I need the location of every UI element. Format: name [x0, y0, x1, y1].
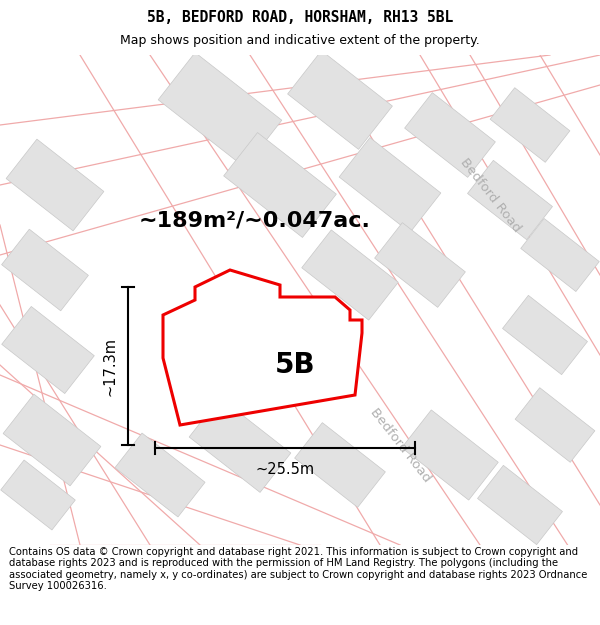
Polygon shape — [490, 88, 570, 162]
Polygon shape — [3, 394, 101, 486]
Text: ~25.5m: ~25.5m — [256, 462, 314, 477]
Text: 5B: 5B — [275, 351, 316, 379]
Text: Bedford Road: Bedford Road — [457, 156, 523, 234]
Polygon shape — [503, 296, 587, 374]
Polygon shape — [404, 92, 496, 178]
Polygon shape — [302, 230, 398, 320]
Polygon shape — [163, 270, 362, 425]
Polygon shape — [224, 132, 337, 238]
Text: ~17.3m: ~17.3m — [103, 336, 118, 396]
Polygon shape — [515, 388, 595, 462]
Polygon shape — [402, 410, 498, 500]
Text: 5B, BEDFORD ROAD, HORSHAM, RH13 5BL: 5B, BEDFORD ROAD, HORSHAM, RH13 5BL — [147, 10, 453, 25]
Polygon shape — [339, 138, 441, 232]
Polygon shape — [295, 422, 385, 508]
Text: Bedford Road: Bedford Road — [367, 406, 433, 484]
Text: Map shows position and indicative extent of the property.: Map shows position and indicative extent… — [120, 34, 480, 47]
Polygon shape — [189, 398, 291, 492]
Polygon shape — [2, 306, 94, 394]
Text: ~189m²/~0.047ac.: ~189m²/~0.047ac. — [139, 210, 371, 230]
Polygon shape — [287, 51, 392, 149]
Polygon shape — [467, 161, 553, 239]
Polygon shape — [521, 219, 599, 291]
Polygon shape — [158, 52, 282, 168]
Polygon shape — [6, 139, 104, 231]
Polygon shape — [1, 460, 76, 530]
Polygon shape — [478, 466, 562, 544]
Polygon shape — [374, 222, 466, 308]
Text: Contains OS data © Crown copyright and database right 2021. This information is : Contains OS data © Crown copyright and d… — [9, 547, 587, 591]
Polygon shape — [115, 433, 205, 517]
Polygon shape — [2, 229, 88, 311]
